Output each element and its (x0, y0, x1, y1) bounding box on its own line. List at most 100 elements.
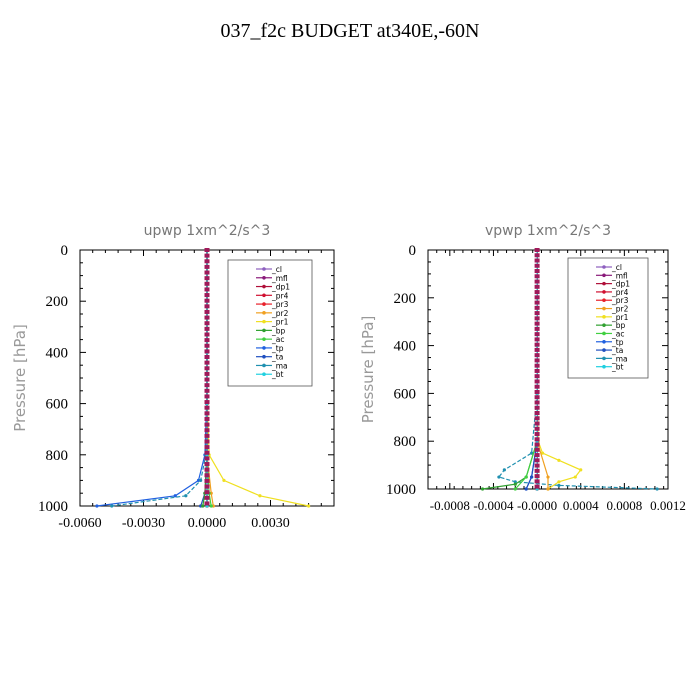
legend-marker (262, 363, 266, 368)
zero-column-marker (204, 293, 210, 298)
x-tick-label: 0.0004 (563, 498, 599, 513)
zero-column-marker (204, 276, 210, 281)
zero-column-marker (204, 383, 210, 388)
legend-label: _mfl (271, 274, 288, 283)
series-point-ac (209, 504, 213, 508)
series-point-pr1 (557, 458, 561, 462)
legend-marker (602, 265, 606, 269)
zero-column-marker (534, 284, 540, 289)
y-tick-label: 200 (46, 294, 69, 310)
zero-column-marker (204, 326, 210, 331)
zero-column-marker (534, 269, 540, 274)
zero-column-marker (534, 389, 540, 394)
zero-column-marker (534, 311, 540, 316)
zero-column-marker (204, 495, 210, 500)
series-point-ta (530, 475, 534, 479)
zero-column-marker (204, 298, 210, 303)
series-point-ma (199, 478, 203, 482)
zero-column-marker (534, 437, 540, 442)
x-tick-label: -0.0008 (430, 498, 470, 513)
series-point-ma (184, 494, 188, 498)
legend-label: _pr4 (271, 291, 289, 300)
zero-column-marker (534, 353, 540, 358)
panel-title: vpwp 1xm^2/s^3 (485, 223, 611, 239)
zero-column-marker (534, 458, 540, 463)
y-tick-label: 600 (394, 386, 417, 402)
zero-column-marker (204, 490, 210, 495)
zero-column-marker (204, 428, 210, 433)
zero-column-marker (204, 501, 210, 506)
zero-column-marker (204, 422, 210, 427)
legend-label: _bt (271, 370, 284, 379)
zero-column-marker (204, 264, 210, 269)
zero-column-marker (534, 453, 540, 458)
zero-column-marker (534, 400, 540, 405)
zero-column-marker (534, 337, 540, 342)
zero-column-marker (204, 445, 210, 450)
legend-label: _tp (611, 338, 624, 347)
legend-label: _ma (271, 361, 288, 370)
legend-label: _cl (611, 263, 622, 272)
zero-column-marker (204, 315, 210, 320)
legend-marker (602, 306, 606, 311)
zero-column-marker (204, 484, 210, 489)
legend-marker (602, 281, 606, 286)
zero-column-marker (204, 343, 210, 348)
zero-column-marker (204, 388, 210, 393)
series-point-pr1 (307, 504, 311, 508)
y-tick-label: 1000 (386, 482, 416, 498)
zero-column-marker (204, 439, 210, 444)
zero-column-marker (534, 379, 540, 384)
series-point-pr1 (258, 494, 262, 498)
zero-column-marker (534, 468, 540, 473)
x-tick-label: 0.0000 (188, 516, 227, 531)
panel-title: upwp 1xm^2/s^3 (144, 223, 271, 239)
zero-column-marker (204, 456, 210, 461)
x-tick-label: -0.0030 (122, 516, 165, 531)
legend-marker (262, 337, 266, 341)
series-point-ta (524, 487, 528, 491)
legend-label: _bp (271, 326, 286, 335)
series-point-bp (513, 482, 517, 486)
legend-label: _pr3 (271, 300, 289, 309)
series-line-ma (111, 250, 208, 507)
y-tick-label: 600 (46, 397, 69, 413)
series-line-bp (482, 250, 538, 490)
series-point-ma (530, 451, 534, 455)
zero-column-marker (204, 394, 210, 399)
zero-column-marker (204, 478, 210, 483)
zero-column-marker (204, 473, 210, 478)
zero-column-marker (534, 248, 540, 252)
y-tick-label: 400 (46, 345, 69, 361)
zero-column-marker (534, 253, 540, 258)
series-point-ac (513, 487, 517, 491)
legend-marker (262, 346, 266, 350)
series-line-tp (96, 250, 208, 507)
legend-label: _dp1 (271, 283, 290, 292)
legend-marker (262, 319, 266, 324)
zero-column-marker (204, 450, 210, 455)
legend-marker (602, 298, 606, 303)
series-point-pr1 (540, 451, 545, 455)
zero-column-marker (534, 279, 540, 284)
y-tick-label: 400 (394, 339, 417, 355)
legend: _cl_mfl_dp1_pr4_pr3_pr2_pr1_bp_ac_tp_ta_… (227, 259, 313, 387)
zero-column-marker (534, 421, 540, 426)
zero-column-marker (534, 316, 540, 321)
legend-label: _ma (611, 354, 628, 363)
series-point-ma (110, 504, 114, 508)
series-point-tp (95, 504, 99, 508)
zero-column-marker (204, 433, 210, 438)
zero-column-marker (204, 360, 210, 365)
legend-marker (262, 302, 266, 306)
zero-column-marker (534, 447, 540, 452)
zero-column-marker (534, 395, 540, 400)
zero-column-marker (204, 467, 210, 472)
legend-marker (262, 275, 266, 280)
legend-label: _bp (611, 321, 626, 330)
zero-column-marker (534, 263, 540, 268)
zero-column-marker (204, 270, 210, 275)
zero-column-marker (204, 462, 210, 467)
legend-marker (602, 339, 606, 344)
